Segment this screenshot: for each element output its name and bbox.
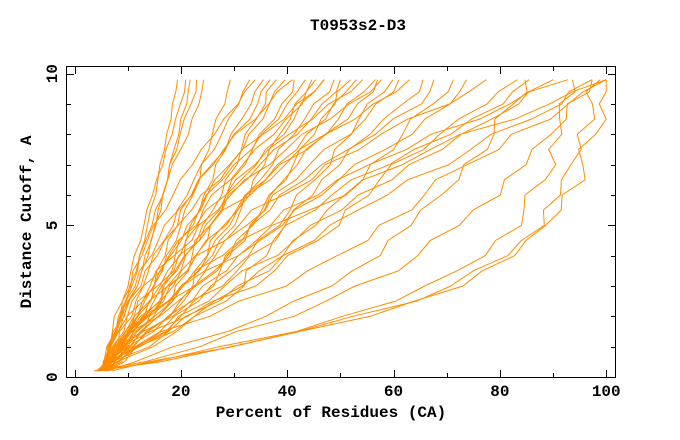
model-accuracy-curve	[97, 79, 357, 372]
model-accuracy-curve	[104, 79, 231, 372]
model-accuracy-curve	[100, 79, 178, 372]
x-tick-label: 60	[384, 383, 403, 401]
axes-layer: 0 20 40 60 80 100 0 5 10	[44, 64, 621, 401]
model-accuracy-curve	[107, 79, 528, 372]
x-tick-label: 0	[70, 383, 80, 401]
model-accuracy-curve	[99, 79, 335, 372]
model-accuracy-curve	[93, 79, 593, 372]
y-tick-label: 0	[44, 372, 62, 382]
model-accuracy-curve	[97, 79, 313, 372]
model-accuracy-curve	[107, 79, 341, 372]
model-accuracy-curve	[97, 79, 394, 372]
x-tick-label: 20	[171, 383, 190, 401]
x-tick-label: 40	[278, 383, 297, 401]
model-accuracy-curve	[95, 79, 607, 372]
model-accuracy-curve	[101, 79, 593, 372]
model-accuracy-curve	[103, 79, 382, 371]
model-accuracy-curve	[107, 79, 468, 372]
y-tick-label: 5	[44, 220, 62, 230]
model-accuracy-curve	[105, 79, 400, 372]
model-accuracy-curve	[106, 79, 487, 372]
model-accuracy-curve	[98, 79, 317, 372]
model-accuracy-curve	[108, 79, 569, 372]
y-axis-title: Distance Cutoff, A	[18, 135, 36, 308]
model-accuracy-curve	[104, 79, 454, 372]
model-accuracy-curve	[96, 79, 325, 372]
model-accuracy-curve	[98, 79, 518, 372]
model-accuracy-curve	[101, 79, 554, 372]
x-tick-label: 100	[592, 383, 621, 401]
model-accuracy-curve	[98, 79, 576, 372]
model-accuracy-curve	[103, 79, 286, 372]
model-accuracy-curve	[103, 79, 264, 371]
model-accuracy-curve	[98, 79, 363, 372]
model-accuracy-curve	[97, 79, 251, 372]
model-accuracy-curve	[99, 79, 379, 372]
model-accuracy-curve	[101, 79, 325, 372]
chart-title: T0953s2-D3	[310, 17, 406, 35]
model-accuracy-curve	[99, 79, 376, 372]
plot-frame	[66, 66, 616, 378]
model-accuracy-curve	[98, 79, 306, 372]
model-accuracy-curve	[102, 79, 256, 371]
model-accuracy-curve	[100, 79, 191, 372]
model-accuracy-curve	[104, 79, 607, 372]
y-tick-label: 10	[44, 64, 62, 83]
series-layer	[93, 79, 607, 372]
x-axis-title: Percent of Residues (CA)	[216, 404, 446, 422]
model-accuracy-curve	[111, 79, 601, 372]
model-accuracy-curve	[103, 79, 607, 372]
model-accuracy-curve	[101, 79, 410, 372]
x-tick-label: 80	[490, 383, 509, 401]
